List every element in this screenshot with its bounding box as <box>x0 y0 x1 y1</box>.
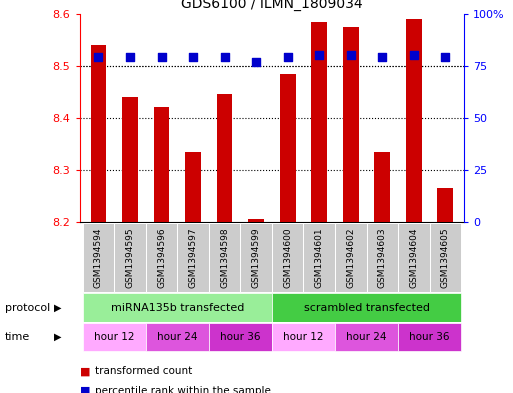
Text: GSM1394600: GSM1394600 <box>283 227 292 288</box>
Point <box>94 54 103 61</box>
Point <box>315 52 323 59</box>
Bar <box>177 223 209 292</box>
Text: GSM1394594: GSM1394594 <box>94 227 103 288</box>
Bar <box>272 323 335 351</box>
Text: GSM1394602: GSM1394602 <box>346 227 355 288</box>
Text: GSM1394595: GSM1394595 <box>126 227 134 288</box>
Bar <box>241 223 272 292</box>
Point <box>252 59 260 65</box>
Text: GSM1394601: GSM1394601 <box>314 227 324 288</box>
Text: hour 12: hour 12 <box>283 332 324 342</box>
Text: GSM1394604: GSM1394604 <box>409 227 418 288</box>
Bar <box>366 223 398 292</box>
Bar <box>146 223 177 292</box>
Point <box>126 54 134 61</box>
Text: hour 36: hour 36 <box>409 332 450 342</box>
Point <box>441 54 449 61</box>
Text: ■: ■ <box>80 366 90 376</box>
Point <box>189 54 197 61</box>
Bar <box>303 223 335 292</box>
Bar <box>311 22 327 222</box>
Point <box>410 52 418 59</box>
Bar <box>335 323 398 351</box>
Bar <box>83 323 146 351</box>
Bar <box>398 323 461 351</box>
Bar <box>83 223 114 292</box>
Bar <box>209 223 241 292</box>
Bar <box>248 219 264 222</box>
Bar <box>83 293 272 321</box>
Text: GSM1394597: GSM1394597 <box>189 227 198 288</box>
Bar <box>398 223 429 292</box>
Bar <box>122 97 138 222</box>
Text: GSM1394603: GSM1394603 <box>378 227 387 288</box>
Text: GSM1394596: GSM1394596 <box>157 227 166 288</box>
Text: hour 36: hour 36 <box>220 332 261 342</box>
Bar <box>216 94 232 222</box>
Point <box>221 54 229 61</box>
Bar <box>374 152 390 222</box>
Bar <box>272 293 461 321</box>
Text: protocol: protocol <box>5 303 50 312</box>
Text: time: time <box>5 332 30 342</box>
Text: GSM1394599: GSM1394599 <box>251 227 261 288</box>
Text: ▶: ▶ <box>54 332 62 342</box>
Text: GSM1394598: GSM1394598 <box>220 227 229 288</box>
Text: hour 24: hour 24 <box>157 332 198 342</box>
Text: miRNA135b transfected: miRNA135b transfected <box>111 303 244 312</box>
Bar <box>343 27 359 222</box>
Bar <box>91 45 106 222</box>
Bar <box>280 73 295 222</box>
Point <box>284 54 292 61</box>
Bar <box>272 223 303 292</box>
Text: transformed count: transformed count <box>95 366 192 376</box>
Bar <box>406 19 422 222</box>
Point <box>347 52 355 59</box>
Bar <box>114 223 146 292</box>
Text: scrambled transfected: scrambled transfected <box>304 303 429 312</box>
Text: hour 24: hour 24 <box>346 332 387 342</box>
Bar <box>146 323 209 351</box>
Text: GSM1394605: GSM1394605 <box>441 227 450 288</box>
Text: ▶: ▶ <box>54 303 62 312</box>
Bar <box>153 107 169 222</box>
Point <box>157 54 166 61</box>
Bar <box>438 188 453 222</box>
Text: percentile rank within the sample: percentile rank within the sample <box>95 386 271 393</box>
Title: GDS6100 / ILMN_1809034: GDS6100 / ILMN_1809034 <box>181 0 363 11</box>
Bar <box>185 152 201 222</box>
Text: ■: ■ <box>80 386 90 393</box>
Bar <box>429 223 461 292</box>
Text: hour 12: hour 12 <box>94 332 134 342</box>
Bar <box>335 223 366 292</box>
Point <box>378 54 386 61</box>
Bar <box>209 323 272 351</box>
